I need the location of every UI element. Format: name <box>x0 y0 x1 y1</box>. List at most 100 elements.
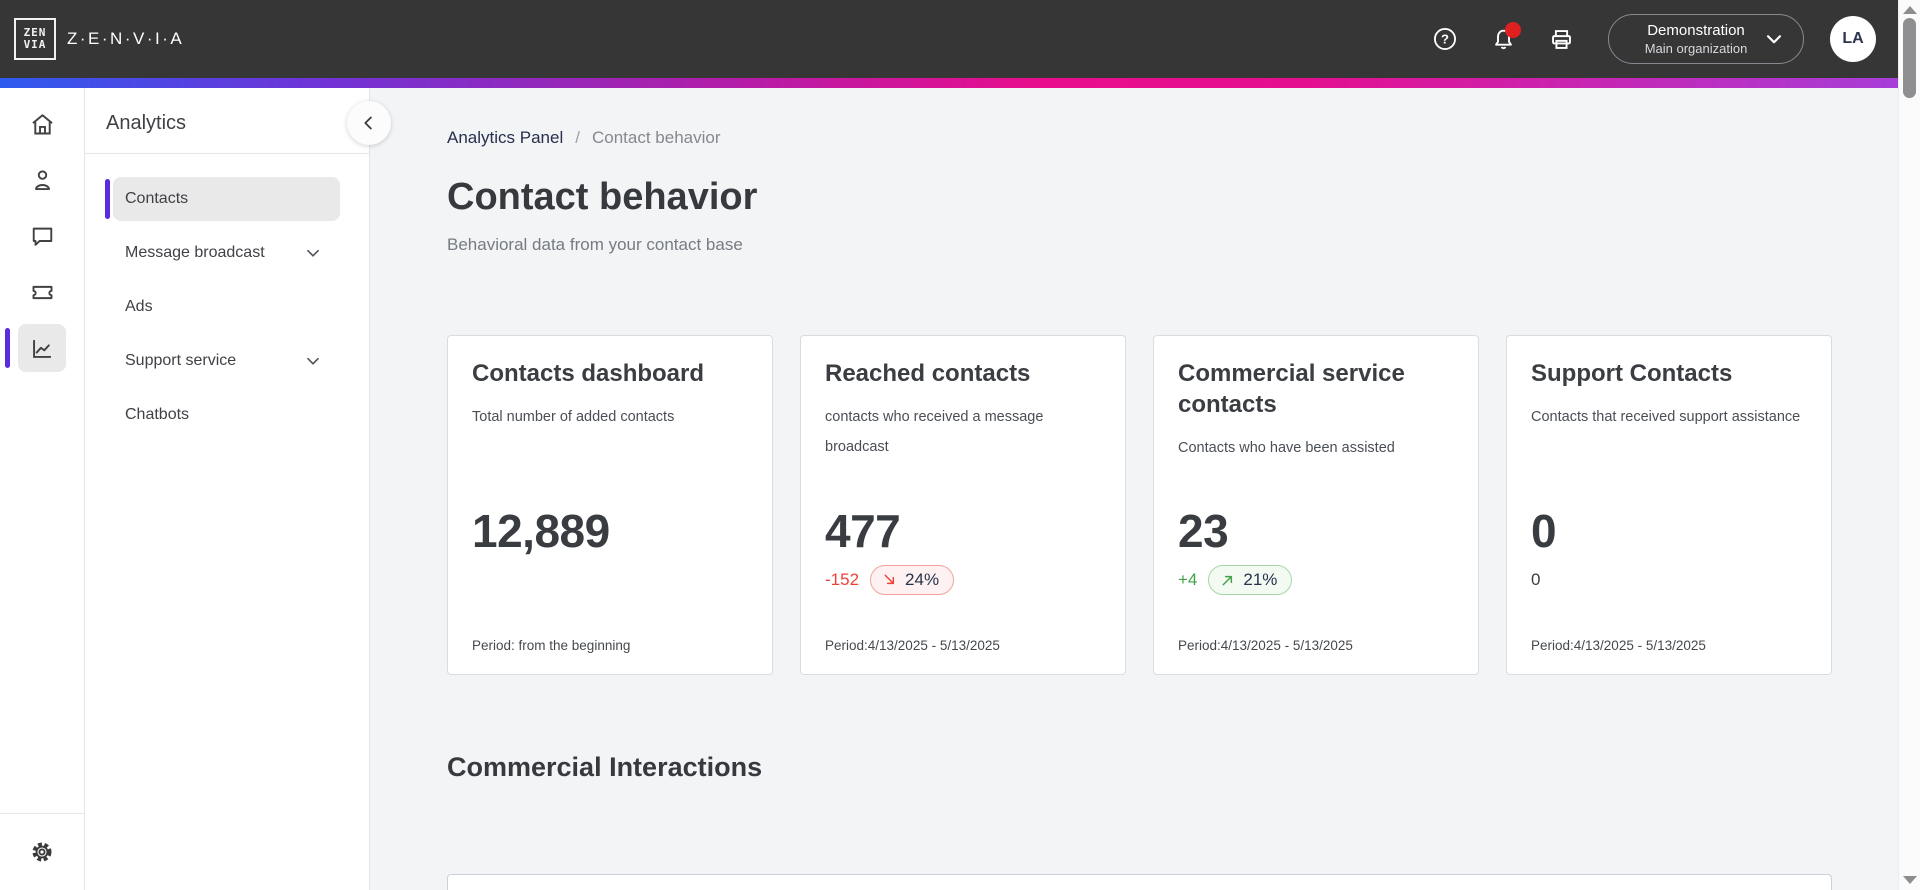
main-content: Analytics Panel / Contact behavior Conta… <box>371 88 1898 890</box>
chevron-down-icon <box>307 357 319 365</box>
header-actions: ? Demonstration Mai <box>1408 14 1876 64</box>
delta-value: 0 <box>1531 570 1541 589</box>
chevron-down-icon <box>1766 35 1782 44</box>
breadcrumb-analytics-panel[interactable]: Analytics Panel <box>447 128 564 147</box>
sidebar-collapse-button[interactable] <box>347 101 391 145</box>
organization-selector[interactable]: Demonstration Main organization <box>1608 14 1804 64</box>
card-delta-row: -152 24% <box>825 564 955 596</box>
card-support-contacts: Support Contacts Contacts that received … <box>1506 335 1832 675</box>
card-delta-row: 0 <box>1531 564 1540 596</box>
chat-bubble-icon <box>32 227 52 246</box>
brand-wordmark: Z·E·N·V·I·A <box>67 29 185 48</box>
ticket-icon <box>32 285 52 299</box>
sidebar-item-message-broadcast[interactable]: Message broadcast <box>113 231 340 275</box>
logo-text-bottom: VIA <box>23 38 47 51</box>
trend-down-icon <box>884 574 895 585</box>
card-period: Period:4/13/2025 - 5/13/2025 <box>825 638 1000 653</box>
scroll-up-arrow-icon[interactable] <box>1903 6 1917 14</box>
rail-item-home[interactable] <box>18 100 66 148</box>
scroll-down-arrow-icon[interactable] <box>1903 876 1917 884</box>
gear-icon <box>32 842 52 862</box>
nav-rail <box>0 88 85 890</box>
card-title: Contacts dashboard <box>472 360 705 387</box>
page-title: Contact behavior <box>447 176 758 218</box>
kpi-cards-row: Contacts dashboard Total number of added… <box>447 335 1832 675</box>
sidebar-title: Analytics <box>106 112 187 134</box>
badge-percent: 24% <box>905 570 940 589</box>
zenvia-logo-icon[interactable]: ZEN VIA <box>14 18 56 60</box>
sidebar-menu: Contacts Message broadcast Ads Support s… <box>85 177 369 437</box>
card-period: Period: from the beginning <box>472 638 631 653</box>
organization-subtitle: Main organization <box>1644 41 1748 56</box>
rail-item-conversations[interactable] <box>18 212 66 260</box>
sidebar-item-chatbots[interactable]: Chatbots <box>113 393 340 437</box>
card-value: 477 <box>825 505 901 557</box>
card-description: Contacts that received support assistanc… <box>1531 409 1801 425</box>
card-period: Period:4/13/2025 - 5/13/2025 <box>1178 638 1353 653</box>
scrollbar-thumb[interactable] <box>1903 18 1916 98</box>
help-circle-icon: ? <box>1434 28 1456 50</box>
card-description: Contacts who have been assisted <box>1178 440 1395 456</box>
card-commercial-service-contacts: Commercial service contacts Contacts who… <box>1153 335 1479 675</box>
card-title: Reached contacts <box>825 360 1031 387</box>
logo-text-top: ZEN <box>23 26 47 39</box>
printer-icon <box>1551 29 1571 49</box>
breadcrumb: Analytics Panel / Contact behavior <box>447 128 1832 148</box>
settings-button[interactable] <box>18 828 66 876</box>
card-reached-contacts: Reached contacts contacts who received a… <box>800 335 1126 675</box>
card-title: Commercial service contacts <box>1178 360 1405 418</box>
sidebar-item-label: Message broadcast <box>125 244 265 261</box>
user-avatar[interactable]: LA <box>1830 16 1876 62</box>
rail-footer <box>0 813 85 890</box>
sidebar-item-label: Support service <box>125 352 237 369</box>
notifications-button[interactable] <box>1482 18 1524 60</box>
card-title: Support Contacts <box>1531 360 1733 387</box>
sidebar-item-contacts[interactable]: Contacts <box>105 177 340 221</box>
card-contacts-dashboard: Contacts dashboard Total number of added… <box>447 335 773 675</box>
trend-up-icon <box>1222 575 1233 586</box>
breadcrumb-current: Contact behavior <box>591 128 721 147</box>
sidebar-item-label: Chatbots <box>125 406 190 423</box>
trend-badge: 24% <box>870 565 955 595</box>
section-title-commercial-interactions: Commercial Interactions <box>447 752 763 782</box>
rail-item-sales[interactable] <box>18 268 66 316</box>
organization-name: Demonstration <box>1647 22 1745 39</box>
help-button[interactable]: ? <box>1424 18 1466 60</box>
trend-badge: 21% <box>1208 565 1293 595</box>
brand-gradient-bar <box>0 78 1898 88</box>
page-subtitle: Behavioral data from your contact base <box>447 235 743 254</box>
commercial-interactions-card <box>447 874 1832 890</box>
delta-value: -152 <box>825 570 860 589</box>
card-value: 0 <box>1531 505 1557 557</box>
sidebar-item-label: Contacts <box>125 190 189 207</box>
svg-text:?: ? <box>1441 32 1449 47</box>
card-description: contacts who received a message broadcas… <box>825 409 1044 455</box>
page-scrollbar[interactable] <box>1898 0 1920 890</box>
chevron-left-icon <box>364 116 372 130</box>
print-button[interactable] <box>1540 18 1582 60</box>
organization-labels: Demonstration Main organization <box>1631 21 1761 57</box>
sidebar-item-ads[interactable]: Ads <box>113 285 340 329</box>
sidebar-item-label: Ads <box>125 298 153 315</box>
breadcrumb-separator: / <box>575 128 580 147</box>
sidebar-divider <box>85 153 369 154</box>
home-icon <box>31 113 53 134</box>
analytics-sidebar: Analytics Contacts Message broadcast Ads… <box>85 88 391 890</box>
card-period: Period:4/13/2025 - 5/13/2025 <box>1531 638 1706 653</box>
card-value: 12,889 <box>472 505 610 557</box>
notification-badge <box>1505 22 1521 38</box>
badge-percent: 21% <box>1243 570 1278 589</box>
card-description: Total number of added contacts <box>472 409 675 425</box>
person-icon <box>34 169 50 190</box>
rail-item-contacts[interactable] <box>18 156 66 204</box>
top-bar: ZEN VIA Z·E·N·V·I·A ? <box>0 0 1898 78</box>
delta-value: +4 <box>1178 570 1198 589</box>
line-chart-icon <box>32 339 51 358</box>
card-value: 23 <box>1178 505 1229 557</box>
sidebar-item-support-service[interactable]: Support service <box>113 339 340 383</box>
chevron-down-icon <box>307 249 319 257</box>
card-delta-row: +4 21% <box>1178 564 1293 596</box>
rail-item-analytics[interactable] <box>5 324 66 372</box>
avatar-initials: LA <box>1842 30 1864 47</box>
